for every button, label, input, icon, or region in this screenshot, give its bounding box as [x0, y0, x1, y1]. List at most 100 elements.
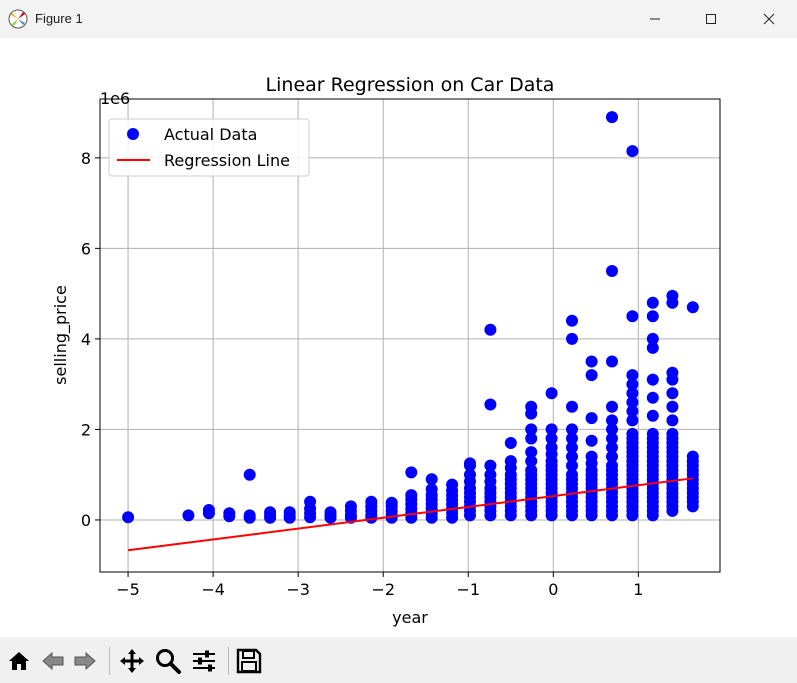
scatter-point: [202, 504, 215, 516]
scatter-point: [606, 423, 618, 436]
scatter-point: [566, 441, 578, 454]
scatter-point: [566, 332, 578, 345]
scatter-point: [525, 464, 538, 477]
scatter-point: [566, 400, 578, 413]
scatter-point: [182, 509, 195, 522]
x-tick-label: −2: [371, 580, 395, 599]
figure-canvas[interactable]: −5 −4 −3 −2 −1 0 1 0 2 4 6 8 Linear Regression on C…: [0, 38, 797, 637]
scatter-point: [464, 468, 476, 481]
y-tick-label: 0: [81, 511, 91, 530]
scatter-point: [566, 314, 578, 327]
plot-frame: [99, 98, 721, 573]
pan-button[interactable]: [117, 646, 147, 676]
configure-subplots-icon: [193, 650, 215, 672]
scatter-point: [686, 450, 699, 463]
scatter-point: [666, 427, 679, 440]
close-icon: [763, 13, 775, 25]
save-button[interactable]: [234, 646, 264, 676]
scatter-point: [425, 473, 438, 486]
y-tick-label: 2: [81, 420, 91, 439]
scatter-point: [606, 414, 618, 427]
scatter-point: [585, 450, 598, 463]
scatter-point: [626, 369, 639, 382]
scatter-point: [525, 432, 538, 445]
x-tick-label: −3: [286, 580, 310, 599]
toolbar-separator: [109, 647, 110, 675]
scatter-point: [626, 310, 639, 323]
scatter-point: [646, 310, 659, 323]
scatter-point: [545, 432, 558, 445]
maximize-icon: [706, 14, 716, 24]
scatter-point: [626, 405, 639, 418]
home-icon: [9, 652, 29, 670]
scatter-point: [585, 434, 598, 447]
scatter-point: [666, 289, 679, 302]
back-icon: [42, 651, 64, 671]
data-layer: [122, 111, 699, 552]
scatter-point: [122, 511, 135, 524]
scatter-point: [365, 495, 378, 508]
scatter-point: [686, 301, 699, 314]
scatter-point: [626, 145, 639, 158]
window-titlebar: Figure 1: [0, 0, 797, 38]
scatter-point: [385, 496, 398, 509]
scatter-point: [525, 446, 538, 459]
scatter-point: [545, 387, 558, 400]
forward-icon: [74, 651, 96, 671]
scatter-point: [646, 427, 659, 440]
scatter-point: [626, 378, 639, 391]
navigation-toolbar: [0, 637, 797, 683]
window-title: Figure 1: [35, 11, 83, 26]
scatter-point: [243, 468, 256, 481]
scatter-point: [223, 507, 236, 520]
scatter-point: [525, 423, 538, 436]
scatter-point: [566, 432, 578, 445]
scatter-point: [626, 427, 639, 440]
scatter-point: [484, 459, 497, 472]
scatter-point: [484, 468, 497, 481]
x-tick-label: −1: [456, 580, 480, 599]
y-axis-label: selling_price: [51, 285, 71, 385]
home-button[interactable]: [4, 646, 34, 676]
tick-layer: −5 −4 −3 −2 −1 0 1 0 2 4 6 8: [81, 149, 644, 599]
scatter-point: [606, 265, 618, 277]
regression-line: [127, 477, 693, 552]
scatter-point: [243, 509, 256, 522]
scatter-point: [626, 414, 639, 427]
pan-icon: [120, 649, 144, 673]
legend-label-regression-line: Regression Line: [164, 151, 290, 170]
x-tick-label: −4: [201, 580, 225, 599]
legend: Actual Data Regression Line: [108, 118, 310, 177]
maximize-button[interactable]: [682, 0, 740, 38]
y-tick-label: 4: [81, 330, 91, 349]
back-button[interactable]: [38, 646, 68, 676]
chart-svg: −5 −4 −3 −2 −1 0 1 0 2 4 6 8 Linear Regression on C…: [51, 74, 721, 627]
x-tick-label: 1: [633, 580, 643, 599]
legend-label-actual-data: Actual Data: [164, 125, 257, 144]
configure-subplots-button[interactable]: [189, 646, 219, 676]
scatter-point: [646, 391, 659, 404]
zoom-button[interactable]: [153, 646, 183, 676]
y-tick-label: 8: [81, 149, 91, 168]
scatter-point: [566, 450, 578, 463]
scatter-point: [545, 441, 558, 454]
scatter-point: [324, 506, 337, 519]
forward-button[interactable]: [70, 646, 100, 676]
minimize-button[interactable]: [626, 0, 684, 38]
scatter-point: [606, 441, 618, 454]
close-button[interactable]: [740, 0, 797, 38]
scatter-point: [405, 489, 418, 502]
scatter-point: [525, 400, 538, 413]
toolbar-separator: [228, 647, 229, 675]
scatter-point: [545, 423, 558, 436]
scatter-point: [283, 506, 296, 519]
scatter-point: [585, 412, 598, 425]
scatter-point: [585, 355, 598, 368]
x-tick-label: 0: [548, 580, 558, 599]
scatter-point: [405, 466, 418, 479]
scatter-point: [646, 296, 659, 309]
scatter-point: [606, 450, 618, 463]
minimize-icon: [650, 18, 660, 20]
scatter-point: [606, 355, 618, 368]
scatter-point: [504, 437, 517, 449]
